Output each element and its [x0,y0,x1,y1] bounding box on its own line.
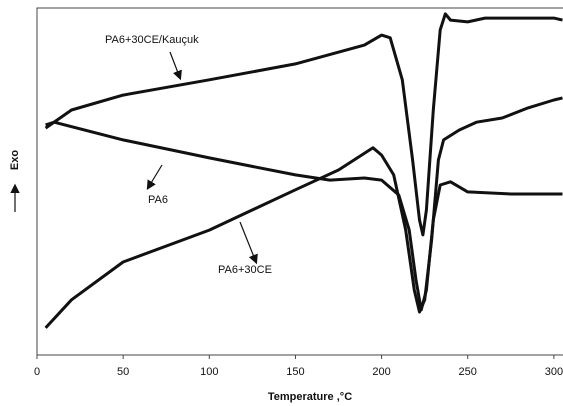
x-tick-label: 100 [200,366,218,378]
series-line [44,12,563,237]
series-label: PA6+30CE [218,264,272,276]
series-label: PA6+30CE/Kauçuk [105,34,199,46]
series-line [45,120,563,312]
series-label: PA6 [148,194,168,206]
series-line [44,96,563,329]
x-tick-label: 200 [372,366,390,378]
x-tick-label: 250 [459,366,477,378]
x-tick-label: 150 [286,366,304,378]
x-tick-label: 50 [117,366,129,378]
annotation-arrow [146,164,163,191]
annotation-arrow [239,221,258,265]
y-axis-label: Exo [9,150,21,170]
x-tick-label: 0 [34,366,40,378]
annotation-arrow [169,51,182,81]
plot-frame [36,7,563,356]
x-tick-label: 300 [545,366,563,378]
x-axis-label: Temperature ,°C [268,391,352,403]
